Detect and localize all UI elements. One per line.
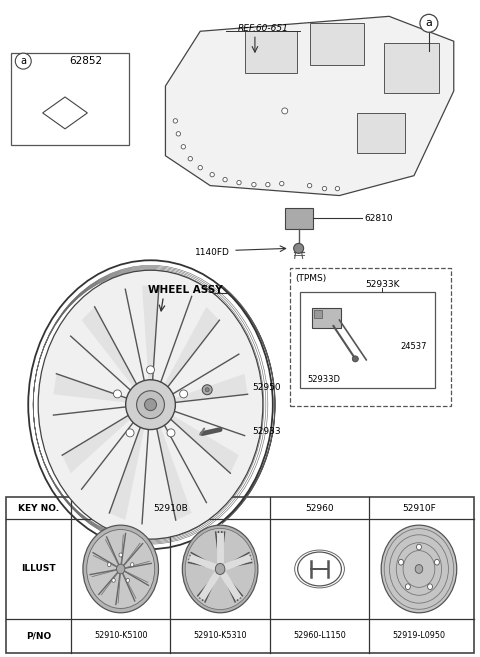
Bar	[290, 268, 451, 405]
Circle shape	[181, 145, 185, 149]
Ellipse shape	[108, 562, 111, 566]
Text: 52910-K5100: 52910-K5100	[94, 631, 147, 640]
Circle shape	[323, 187, 327, 191]
Circle shape	[223, 177, 227, 182]
Polygon shape	[168, 414, 239, 473]
Circle shape	[265, 183, 270, 187]
Text: a: a	[20, 56, 26, 66]
Circle shape	[205, 388, 209, 392]
Circle shape	[198, 166, 203, 170]
Text: REF.60-651: REF.60-651	[238, 24, 288, 33]
Text: ILLUST: ILLUST	[21, 564, 56, 574]
Polygon shape	[43, 97, 87, 129]
Text: 62852: 62852	[69, 56, 102, 66]
Ellipse shape	[38, 270, 263, 539]
Polygon shape	[172, 374, 248, 403]
Circle shape	[167, 429, 175, 437]
Polygon shape	[142, 286, 159, 383]
Ellipse shape	[83, 525, 158, 613]
Polygon shape	[156, 424, 192, 520]
Text: 52910F: 52910F	[402, 504, 436, 512]
Bar	[384, 43, 439, 93]
Bar	[357, 113, 405, 152]
Ellipse shape	[417, 544, 421, 550]
Circle shape	[176, 131, 180, 136]
Ellipse shape	[406, 584, 410, 589]
Circle shape	[146, 366, 155, 374]
Circle shape	[126, 380, 175, 430]
Polygon shape	[53, 374, 130, 403]
Ellipse shape	[87, 530, 155, 608]
Circle shape	[173, 119, 178, 123]
Circle shape	[113, 390, 121, 398]
Text: 52960-L1150: 52960-L1150	[293, 631, 346, 640]
Ellipse shape	[381, 525, 457, 613]
Text: KEY NO.: KEY NO.	[18, 504, 59, 512]
Text: WHEEL ASSY: WHEEL ASSY	[148, 285, 223, 295]
Ellipse shape	[428, 584, 432, 589]
Ellipse shape	[131, 562, 134, 566]
Circle shape	[252, 183, 256, 187]
Bar	[300, 292, 435, 388]
Text: 52960: 52960	[305, 504, 334, 512]
Text: 52933: 52933	[252, 427, 280, 436]
Text: 1140FD: 1140FD	[195, 248, 230, 257]
Circle shape	[144, 399, 156, 411]
Ellipse shape	[398, 559, 404, 565]
Text: 52910-K5310: 52910-K5310	[193, 631, 247, 640]
Ellipse shape	[216, 564, 225, 574]
Text: 52933K: 52933K	[365, 280, 399, 288]
Ellipse shape	[117, 564, 125, 574]
Text: 52919-L0950: 52919-L0950	[393, 631, 445, 640]
Ellipse shape	[182, 525, 258, 613]
Circle shape	[126, 429, 134, 437]
Bar	[245, 32, 297, 73]
Circle shape	[307, 183, 312, 188]
Circle shape	[335, 187, 340, 191]
Circle shape	[15, 53, 31, 69]
Text: P/NO: P/NO	[26, 631, 51, 640]
Circle shape	[137, 391, 165, 419]
Bar	[310, 23, 364, 65]
Bar	[285, 208, 312, 229]
Text: (TPMS): (TPMS)	[296, 274, 327, 283]
Circle shape	[352, 356, 358, 362]
Bar	[12, 53, 129, 145]
Ellipse shape	[119, 553, 122, 557]
Circle shape	[420, 14, 438, 32]
Polygon shape	[166, 16, 454, 196]
Polygon shape	[62, 414, 132, 473]
Circle shape	[188, 156, 192, 161]
Ellipse shape	[298, 552, 341, 586]
Circle shape	[282, 108, 288, 114]
Polygon shape	[82, 307, 138, 389]
Text: 62810: 62810	[364, 214, 393, 223]
Polygon shape	[163, 307, 219, 389]
Circle shape	[279, 181, 284, 186]
Bar	[313, 310, 322, 318]
Circle shape	[202, 385, 212, 395]
Text: 24537: 24537	[400, 342, 427, 351]
Circle shape	[180, 390, 188, 398]
Circle shape	[210, 173, 215, 177]
Text: 52950: 52950	[252, 383, 280, 392]
Ellipse shape	[415, 564, 423, 574]
Ellipse shape	[185, 528, 255, 610]
Bar	[312, 308, 341, 328]
Circle shape	[294, 243, 304, 254]
Text: a: a	[425, 18, 432, 28]
Ellipse shape	[112, 578, 115, 582]
Circle shape	[237, 181, 241, 185]
Text: 52933D: 52933D	[308, 375, 341, 384]
Bar	[6, 497, 474, 652]
Ellipse shape	[434, 559, 439, 565]
Polygon shape	[109, 424, 145, 520]
Text: 52910B: 52910B	[153, 504, 188, 512]
Ellipse shape	[126, 578, 130, 582]
